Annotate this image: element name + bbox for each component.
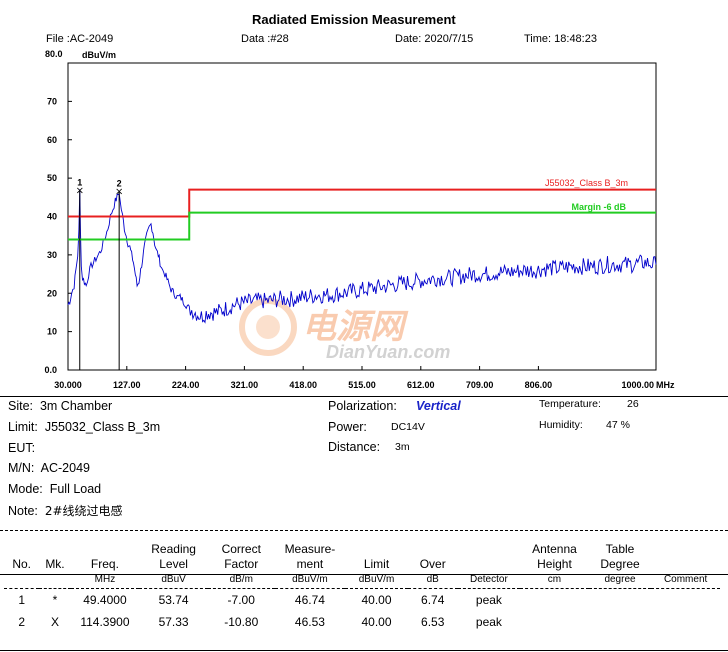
table-row: 1 * 49.4000 53.74 -7.00 46.74 40.00 6.74 pea… <box>4 588 720 612</box>
header-comment <box>651 542 720 572</box>
humidity-label: Humidity: <box>539 419 583 431</box>
file-name: File :AC-2049 <box>46 33 114 45</box>
x-tick-label: 30.000 <box>54 380 82 390</box>
x-tick-label: 418.00 <box>289 380 317 390</box>
y-tick-label: 30 <box>47 250 57 260</box>
x-axis-unit: MHz <box>656 380 675 390</box>
data-id: Data :#28 <box>241 33 289 45</box>
header-limit: Limit <box>363 557 390 571</box>
y-tick-label: 60 <box>47 135 57 145</box>
dianyuan-watermark: 电源网 DianYuan.com <box>239 298 450 362</box>
watermark-en: DianYuan.com <box>326 342 450 362</box>
eut-info: EUT: <box>8 441 36 455</box>
y-tick-label: 40 <box>47 212 57 222</box>
y-axis-label: dBuV/m <box>82 50 117 60</box>
note-info: Note: 2#线绕过电感 <box>8 504 123 518</box>
distance-value: 3m <box>395 441 410 453</box>
header-table: Table Degree <box>600 542 640 571</box>
site-info: Site: 3m Chamber <box>8 399 113 413</box>
date: Date: 2020/7/15 <box>395 33 474 45</box>
results-units-row: MHz dBuV dB/m dBuV/m dBuV/m dB Detector cm d… <box>94 574 708 585</box>
page-title: Radiated Emission Measurement <box>252 12 456 27</box>
margin-line-label: Margin -6 dB <box>571 202 626 212</box>
header-no: No. <box>12 557 32 571</box>
x-tick-label: 806.00 <box>525 380 553 390</box>
x-tick-label: 709.00 <box>466 380 494 390</box>
polarization-value: Vertical <box>416 399 461 413</box>
y-tick-label: 0.0 <box>44 365 57 375</box>
marker-label: 2 <box>117 178 122 188</box>
marker-cross-icon: × <box>115 186 123 197</box>
y-axis-ticks: 0.0 10 20 30 40 50 60 70 <box>44 96 72 375</box>
header-antenna: Antenna Height <box>532 542 577 571</box>
y-tick-label: 70 <box>47 96 57 106</box>
header-mk: Mk. <box>45 557 65 571</box>
x-tick-label: 224.00 <box>172 380 200 390</box>
y-tick-label: 10 <box>47 327 57 337</box>
watermark-cn: 电源网 <box>302 307 409 347</box>
measurement-trace <box>67 189 657 324</box>
margin-line <box>68 211 656 241</box>
time: Time: 18:48:23 <box>524 33 597 45</box>
header-reading: Reading Level <box>151 542 196 571</box>
mn-info: M/N: AC-2049 <box>8 461 90 475</box>
x-tick-label: 321.00 <box>231 380 259 390</box>
polarization-label: Polarization: <box>328 399 397 413</box>
marker-label: 1 <box>77 178 82 188</box>
y-tick-label: 50 <box>47 173 57 183</box>
power-label: Power: <box>328 420 367 434</box>
header-correct: Correct Factor <box>221 542 261 571</box>
x-tick-label: 515.00 <box>348 380 376 390</box>
x-tick-label: 1000.00 <box>621 380 654 390</box>
temperature-label: Temperature: <box>539 398 601 410</box>
limit-line <box>68 188 656 218</box>
mode-info: Mode: Full Load <box>8 482 102 496</box>
header-detector <box>458 542 520 572</box>
header-over: Over <box>419 557 446 571</box>
header-measurement: Measure- ment <box>284 542 336 571</box>
marker-cross-icon: × <box>76 186 84 197</box>
y-tick-label: 20 <box>47 288 57 298</box>
limit-info: Limit: J55032_Class B_3m <box>8 420 161 434</box>
peak-markers: ×1×2 <box>76 178 123 370</box>
distance-label: Distance: <box>328 440 381 454</box>
humidity-value: 47 % <box>606 419 630 431</box>
emission-chart: 电源网 DianYuan.com 0.0 10 20 30 40 50 60 70 30.00… <box>44 62 675 390</box>
temperature-value: 26 <box>627 398 639 410</box>
header-freq: Freq. <box>90 557 119 571</box>
results-table: No. Mk. Freq. Reading Level Correct Fact… <box>4 542 720 633</box>
power-value: DC14V <box>391 421 425 433</box>
results-header-row: No. Mk. Freq. Reading Level Correct Fact… <box>4 542 720 572</box>
y-top-tick: 80.0 <box>45 49 63 59</box>
x-tick-label: 612.00 <box>407 380 435 390</box>
limit-line-label: J55032_Class B_3m <box>545 178 628 188</box>
x-axis-ticks: 30.000 127.00 224.00 321.00 418.00 515.00 612.… <box>54 366 657 390</box>
x-tick-label: 127.00 <box>113 380 141 390</box>
